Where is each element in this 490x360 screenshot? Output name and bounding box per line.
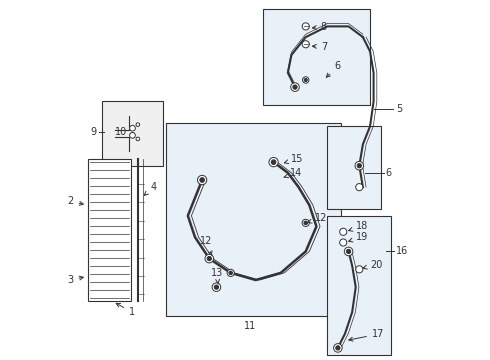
Circle shape — [356, 266, 363, 273]
Text: 11: 11 — [244, 321, 256, 332]
Circle shape — [212, 283, 220, 292]
Bar — [88, 158, 131, 301]
Circle shape — [229, 271, 232, 275]
Circle shape — [293, 85, 297, 89]
Text: 17: 17 — [349, 329, 384, 341]
Text: 9: 9 — [90, 127, 96, 137]
Bar — [327, 216, 392, 355]
Text: 13: 13 — [211, 269, 223, 284]
Circle shape — [227, 269, 234, 276]
Circle shape — [130, 132, 135, 138]
Text: 3: 3 — [68, 275, 83, 285]
Circle shape — [205, 254, 214, 263]
Text: 18: 18 — [349, 221, 368, 231]
Circle shape — [130, 125, 135, 131]
Text: 7: 7 — [313, 42, 327, 51]
Circle shape — [356, 184, 363, 191]
Circle shape — [302, 23, 309, 30]
Bar — [102, 102, 163, 166]
Text: 19: 19 — [349, 232, 368, 242]
Text: 4: 4 — [144, 182, 156, 195]
Circle shape — [302, 77, 309, 83]
Circle shape — [346, 249, 351, 253]
Text: 10: 10 — [115, 127, 127, 137]
Text: 12: 12 — [308, 213, 327, 223]
Circle shape — [334, 343, 342, 352]
Text: 6: 6 — [385, 168, 391, 178]
Text: 15: 15 — [284, 154, 303, 164]
Circle shape — [291, 83, 299, 91]
Text: 8: 8 — [313, 22, 327, 32]
Text: 16: 16 — [396, 247, 408, 256]
Text: 20: 20 — [363, 260, 382, 270]
Circle shape — [304, 78, 307, 82]
Bar — [263, 9, 370, 105]
Text: 2: 2 — [67, 197, 83, 206]
Text: 5: 5 — [396, 104, 402, 113]
Text: 1: 1 — [116, 303, 135, 317]
Circle shape — [136, 123, 140, 126]
Bar — [167, 123, 342, 316]
Text: 14: 14 — [284, 168, 302, 179]
Circle shape — [355, 161, 364, 170]
Circle shape — [340, 228, 347, 235]
Circle shape — [340, 239, 347, 246]
Text: 6: 6 — [326, 61, 341, 77]
Text: 12: 12 — [200, 236, 213, 255]
Circle shape — [136, 137, 140, 141]
Circle shape — [271, 160, 276, 165]
Circle shape — [336, 346, 340, 350]
Circle shape — [344, 247, 353, 256]
Circle shape — [357, 163, 362, 168]
Circle shape — [302, 219, 309, 226]
Circle shape — [304, 221, 308, 225]
Circle shape — [207, 256, 211, 261]
Bar — [327, 126, 381, 208]
Circle shape — [214, 285, 219, 289]
Circle shape — [200, 178, 204, 182]
Circle shape — [302, 41, 309, 48]
Circle shape — [269, 157, 278, 167]
Circle shape — [197, 175, 207, 185]
